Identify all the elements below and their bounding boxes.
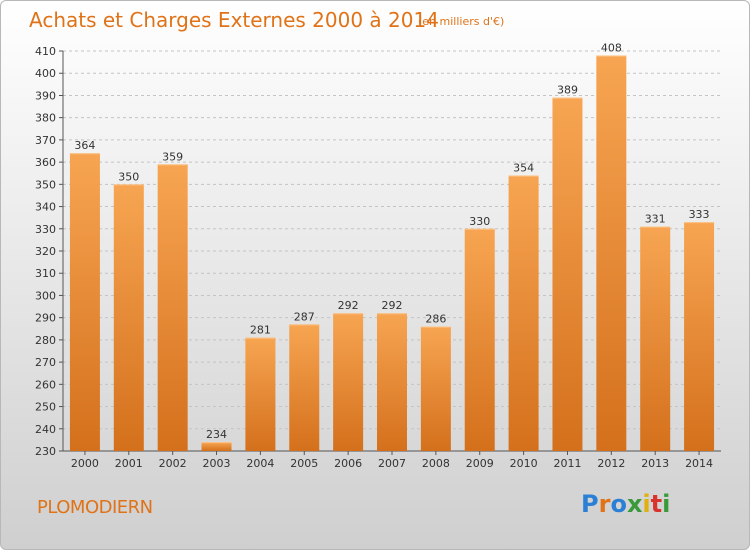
data-label-2003: 234 bbox=[206, 428, 227, 441]
y-tick-label: 340 bbox=[35, 201, 56, 214]
y-tick-label: 250 bbox=[35, 401, 56, 414]
y-tick-label: 290 bbox=[35, 312, 56, 325]
chart-unit: (en milliers d'€) bbox=[418, 15, 505, 28]
data-label-2002: 359 bbox=[162, 150, 183, 163]
axes: 230 240 250 260 270 280 290 300 310 320 330 340 350 3… bbox=[35, 45, 721, 470]
x-tick-label: 2006 bbox=[334, 457, 362, 470]
y-tick-label: 330 bbox=[35, 223, 56, 236]
x-tick-label: 2010 bbox=[510, 457, 538, 470]
commune-name: PLOMODIERN bbox=[37, 497, 153, 518]
bar-2012 bbox=[596, 55, 627, 451]
x-tick-label: 2007 bbox=[378, 457, 406, 470]
data-label-2014: 333 bbox=[689, 208, 710, 221]
logo-letter: o bbox=[610, 490, 627, 518]
bar-2007 bbox=[377, 313, 407, 451]
bar-2008 bbox=[420, 326, 451, 451]
data-label-2009: 330 bbox=[469, 215, 490, 228]
bar-2004 bbox=[245, 337, 276, 451]
logo-letter: x bbox=[626, 490, 643, 518]
x-tick-label: 2011 bbox=[553, 457, 581, 470]
bar-2000 bbox=[69, 153, 100, 451]
y-tick-label: 390 bbox=[35, 89, 56, 102]
x-tick-label: 2014 bbox=[685, 457, 713, 470]
logo-letter: P bbox=[581, 490, 599, 518]
bar-2009 bbox=[464, 228, 495, 451]
data-label-2006: 292 bbox=[338, 299, 359, 312]
x-tick-label: 2008 bbox=[422, 457, 450, 470]
y-tick-label: 260 bbox=[35, 378, 56, 391]
data-label-2007: 292 bbox=[382, 299, 403, 312]
data-label-2012: 408 bbox=[601, 41, 622, 54]
bars bbox=[69, 55, 715, 452]
bar-2002 bbox=[157, 164, 188, 452]
data-label-2004: 281 bbox=[250, 324, 271, 337]
y-tick-label: 410 bbox=[35, 45, 56, 58]
x-tick-label: 2001 bbox=[115, 457, 143, 470]
y-tick-label: 370 bbox=[35, 134, 56, 147]
data-label-2005: 287 bbox=[294, 310, 315, 323]
y-tick-label: 310 bbox=[35, 267, 56, 280]
logo-letter: t bbox=[650, 490, 663, 518]
y-tick-label: 230 bbox=[35, 445, 56, 458]
data-label-2011: 389 bbox=[557, 84, 578, 97]
x-tick-label: 2009 bbox=[466, 457, 494, 470]
logo-letter: i bbox=[662, 490, 671, 518]
y-tick-label: 350 bbox=[35, 178, 56, 191]
y-tick-label: 270 bbox=[35, 356, 56, 369]
y-tick-label: 320 bbox=[35, 245, 56, 258]
y-tick-label: 280 bbox=[35, 334, 56, 347]
bar-2006 bbox=[333, 313, 364, 451]
x-tick-label: 2012 bbox=[597, 457, 625, 470]
bar-2005 bbox=[289, 324, 320, 451]
bar-2013 bbox=[640, 226, 671, 451]
data-label-2013: 331 bbox=[645, 213, 666, 226]
x-tick-label: 2013 bbox=[641, 457, 669, 470]
x-tick-label: 2004 bbox=[246, 457, 274, 470]
data-label-2001: 350 bbox=[118, 170, 139, 183]
x-tick-label: 2000 bbox=[71, 457, 99, 470]
logo-letter: r bbox=[598, 490, 611, 518]
x-tick-label: 2003 bbox=[203, 457, 231, 470]
data-label-2010: 354 bbox=[513, 161, 534, 174]
y-tick-label: 380 bbox=[35, 112, 56, 125]
bar-2003 bbox=[201, 442, 232, 451]
y-tick-label: 240 bbox=[35, 423, 56, 436]
logo-letter: i bbox=[642, 490, 651, 518]
bar-2011 bbox=[552, 97, 583, 452]
bar-2010 bbox=[508, 175, 539, 451]
proxiti-logo: Proxiti bbox=[581, 490, 670, 518]
bar-2014 bbox=[684, 222, 715, 451]
y-tick-label: 360 bbox=[35, 156, 56, 169]
data-label-2000: 364 bbox=[74, 139, 95, 152]
chart-title: Achats et Charges Externes 2000 à 2014 bbox=[29, 8, 439, 32]
x-tick-label: 2002 bbox=[159, 457, 187, 470]
data-label-2008: 286 bbox=[425, 313, 446, 326]
data-labels: 364 350 359 234 281 287 292 292 286 330 354 389 408 3… bbox=[74, 41, 709, 441]
y-tick-label: 300 bbox=[35, 289, 56, 302]
bar-2001 bbox=[113, 184, 144, 452]
y-tick-label: 400 bbox=[35, 67, 56, 80]
x-tick-label: 2005 bbox=[290, 457, 318, 470]
